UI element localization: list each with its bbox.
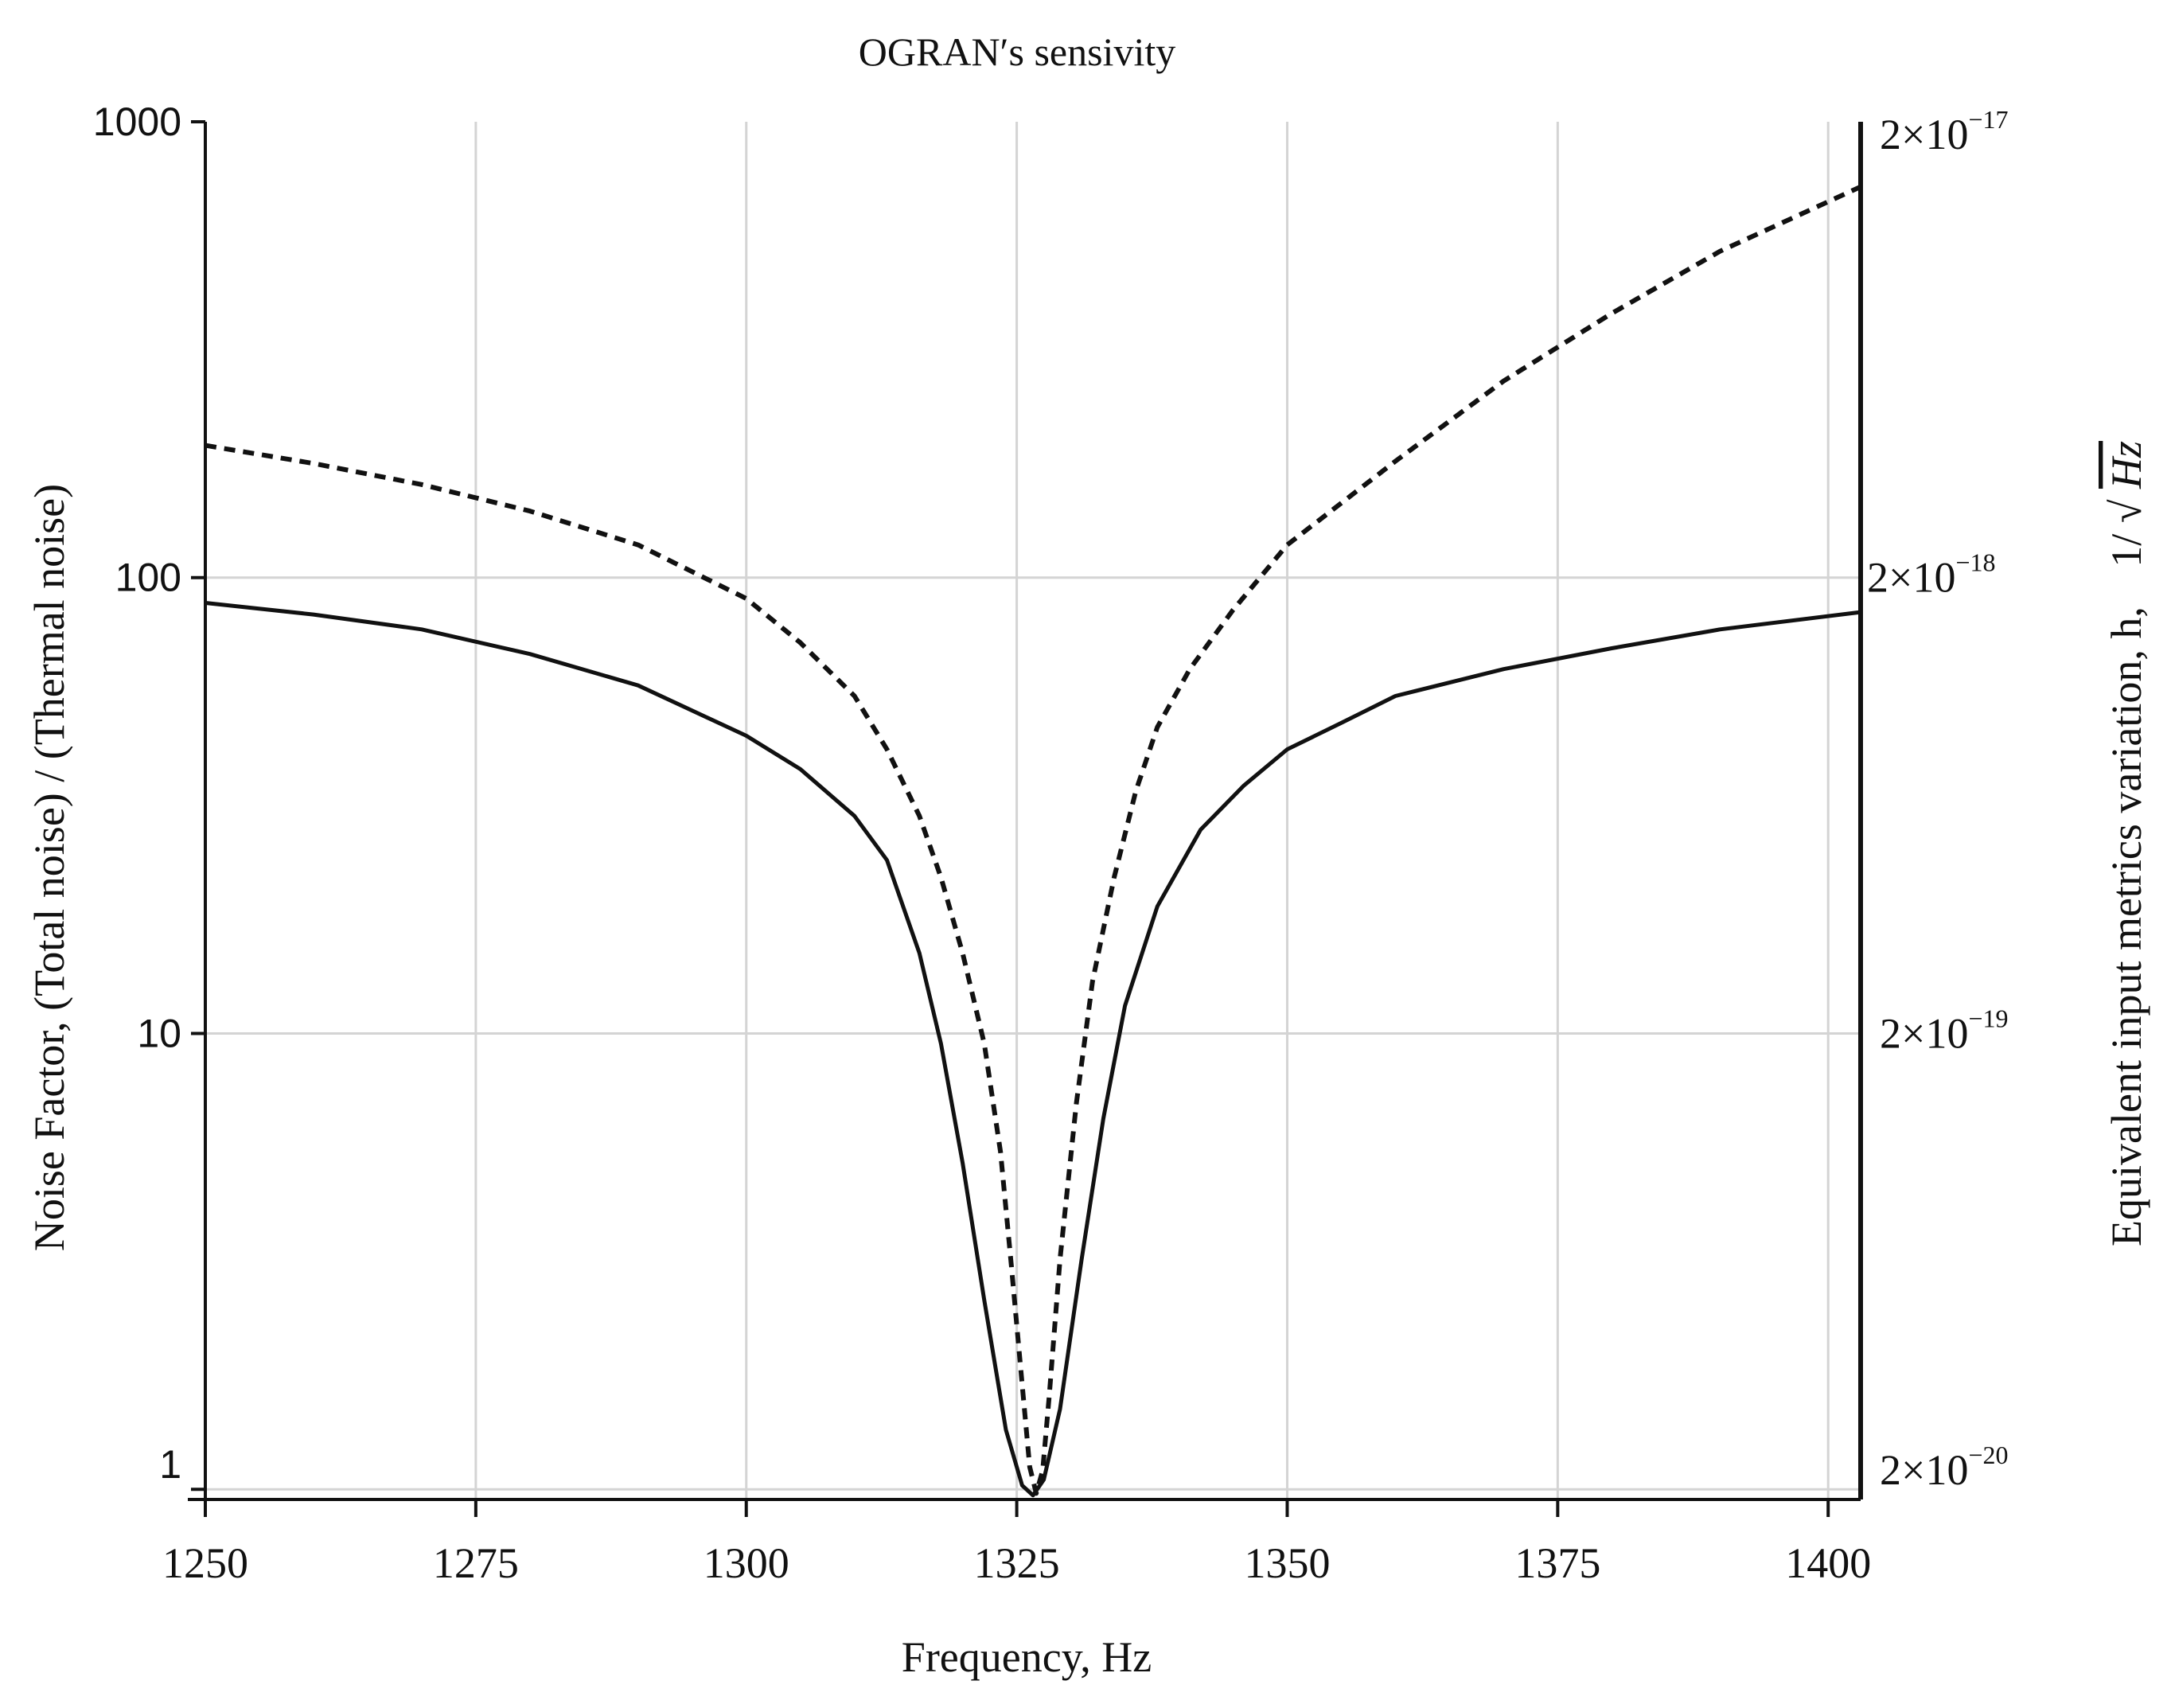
x-tick-label-1275: 1275 xyxy=(433,1539,519,1587)
sqrt-symbol: √ xyxy=(2103,499,2150,523)
tick-labels: 1250 1275 1300 1325 1350 1375 1400 1 10 100 1000 2×… xyxy=(93,99,2009,1587)
y-right-tick-label-1000: 2×10−17 xyxy=(1880,105,2009,158)
y-left-tick-label-1: 1 xyxy=(159,1442,181,1487)
y-right-tick-exponent: −20 xyxy=(1968,1441,2008,1469)
y-left-tick-label-100: 100 xyxy=(115,556,181,600)
chart-title: OGRAN′s sensivity xyxy=(859,29,1175,74)
y-axis-label-right-unit-prefix: 1/ xyxy=(2103,534,2150,567)
series-line-dashed xyxy=(205,184,1862,1496)
axes xyxy=(188,120,1863,1517)
x-tick-label-1350: 1350 xyxy=(1244,1539,1330,1587)
grid xyxy=(205,122,1861,1499)
y-axis-label-right-unit: Hz xyxy=(2103,441,2150,489)
y-left-tick-label-1000: 1000 xyxy=(93,99,181,144)
y-right-tick-exponent: −17 xyxy=(1968,105,2008,134)
y-right-tick-exponent: −19 xyxy=(1968,1004,2008,1032)
x-axis-label: Frequency, Hz xyxy=(902,1633,1152,1681)
y-right-tick-mantissa: 2×10 xyxy=(1880,111,1968,158)
y-axis-label-right: Equivalent input metrics variation, h, 1… xyxy=(2103,441,2150,1246)
y-right-tick-mantissa: 2×10 xyxy=(1880,1009,1968,1057)
series-layer xyxy=(205,184,1862,1498)
y-axis-label-right-text: Equivalent input metrics variation, h, xyxy=(2103,606,2150,1246)
y-left-tick-label-10: 10 xyxy=(137,1011,181,1055)
y-right-tick-mantissa: 2×10 xyxy=(1867,554,1955,602)
series-line-solid xyxy=(205,601,1861,1498)
y-right-tick-mantissa: 2×10 xyxy=(1880,1446,1968,1494)
x-tick-label-1375: 1375 xyxy=(1514,1539,1600,1587)
x-tick-label-1325: 1325 xyxy=(974,1539,1060,1587)
y-right-tick-label-1: 2×10−20 xyxy=(1880,1441,2009,1494)
x-tick-label-1300: 1300 xyxy=(704,1539,789,1587)
y-right-tick-label-100: 2×10−18 xyxy=(1867,548,1996,602)
y-right-tick-exponent: −18 xyxy=(1955,548,1995,577)
y-axis-label-left: Noise Factor, (Total noise) / (Thermal n… xyxy=(25,484,73,1251)
y-right-tick-label-10: 2×10−19 xyxy=(1880,1004,2009,1057)
x-tick-label-1400: 1400 xyxy=(1785,1539,1871,1587)
x-tick-label-1250: 1250 xyxy=(162,1539,248,1587)
